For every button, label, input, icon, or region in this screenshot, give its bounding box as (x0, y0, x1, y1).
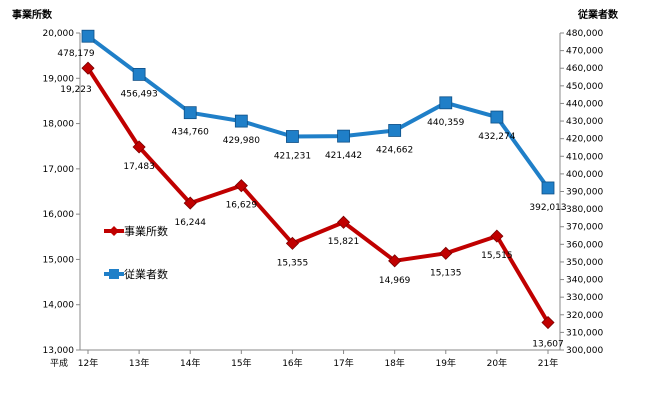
y-right-tick-label: 350,000 (566, 258, 603, 268)
series-2-data-label: 456,493 (121, 89, 158, 99)
series-1-data-label: 14,969 (379, 276, 411, 286)
y-right-tick-label: 340,000 (566, 276, 603, 286)
series-2-data-label: 392,013 (529, 203, 566, 213)
series-2-point (234, 114, 248, 128)
series-2-point (286, 130, 299, 143)
series-2-point (81, 29, 95, 43)
series-line-2 (86, 34, 550, 190)
series-2-point (439, 96, 453, 110)
y-left-tick-label: 15,000 (43, 255, 75, 265)
y-right-tick-label: 390,000 (566, 188, 603, 198)
y-left-tick-label: 14,000 (43, 301, 75, 311)
series-1-point (541, 315, 555, 330)
series-1-data-label: 15,355 (277, 258, 309, 268)
series-1-point (336, 215, 351, 229)
y-axis-left-title: 事業所数 (12, 8, 53, 21)
series-2-point (490, 110, 504, 124)
series-1-data-label: 17,483 (123, 162, 155, 172)
series-2-data-label: 421,231 (274, 151, 311, 161)
series-2-point (337, 129, 350, 143)
y-right-tick-label: 460,000 (566, 64, 603, 74)
y-left-tick-label: 18,000 (43, 120, 75, 130)
x-tick-label: 16年 (282, 357, 302, 369)
series-1-data-label: 15,515 (481, 251, 513, 261)
series-1-point (439, 246, 453, 260)
x-tick-label: 18年 (384, 357, 404, 369)
y-right-tick-label: 310,000 (566, 328, 603, 338)
y-right-tick-label: 440,000 (566, 99, 603, 109)
y-right-tick-label: 380,000 (566, 205, 603, 215)
y-right-tick-label: 450,000 (566, 82, 603, 92)
series-1-point (132, 140, 146, 154)
series-1-data-label: 19,223 (60, 85, 92, 95)
y-right-tick-label: 330,000 (566, 293, 603, 303)
y-right-tick-label: 300,000 (566, 346, 603, 356)
series-2-data-label: 432,274 (478, 132, 515, 142)
series-1-point (388, 254, 402, 268)
series-2-point (183, 106, 197, 120)
y-right-tick-label: 480,000 (566, 29, 603, 39)
x-tick-label: 20年 (487, 357, 507, 369)
series-2-point (541, 181, 555, 195)
x-tick-label: 14年 (180, 357, 200, 369)
legend-marker-square (109, 269, 119, 279)
series-1-point (490, 229, 504, 243)
legend-label-1: 事業所数 (124, 225, 168, 238)
series-1-point (81, 61, 95, 75)
series-1-data-label: 16,629 (226, 201, 258, 211)
x-tick-label: 12年 (78, 357, 98, 369)
series-2-data-label: 424,662 (376, 145, 413, 155)
x-tick-label: 17年 (333, 357, 353, 369)
series-2-point (388, 124, 402, 137)
series-1-point (183, 196, 197, 210)
series-2-data-label: 421,442 (325, 151, 362, 161)
y-left-tick-label: 19,000 (43, 74, 75, 84)
x-axis-prefix-label: 平成 (50, 357, 68, 369)
series-2-data-label: 440,359 (427, 118, 464, 128)
series-2-data-label: 429,980 (223, 136, 260, 146)
series-1-data-label: 16,244 (174, 218, 206, 228)
x-tick-label: 15年 (231, 357, 251, 369)
legend-label-2: 従業者数 (124, 268, 168, 281)
x-tick-label: 21年 (538, 357, 558, 369)
y-left-tick-label: 20,000 (43, 29, 75, 39)
y-left-tick-label: 17,000 (43, 165, 75, 175)
series-1-point (285, 236, 300, 250)
series-2-data-label: 478,179 (57, 49, 94, 59)
y-right-tick-label: 420,000 (566, 135, 603, 145)
y-left-tick-label: 16,000 (43, 210, 75, 220)
y-right-tick-label: 370,000 (566, 223, 603, 233)
y-right-tick-label: 430,000 (566, 117, 603, 127)
series-1-data-label: 13,607 (532, 340, 564, 350)
x-tick-label: 13年 (129, 357, 149, 369)
x-tick-label: 19年 (436, 357, 456, 369)
y-right-tick-label: 320,000 (566, 311, 603, 321)
series-1-point (234, 179, 248, 193)
series-2-data-label: 434,760 (172, 128, 209, 138)
legend-marker-diamond (109, 226, 119, 236)
y-right-tick-label: 470,000 (566, 47, 603, 57)
series-line-1 (86, 67, 550, 324)
series-2-point (132, 67, 146, 81)
y-right-tick-label: 410,000 (566, 152, 603, 162)
y-right-tick-label: 360,000 (566, 240, 603, 250)
y-axis-right-title: 従業者数 (577, 8, 619, 21)
series-1-data-label: 15,821 (328, 237, 360, 247)
y-right-tick-label: 400,000 (566, 170, 603, 180)
series-1-data-label: 15,135 (430, 268, 462, 278)
y-left-tick-label: 13,000 (43, 346, 75, 356)
